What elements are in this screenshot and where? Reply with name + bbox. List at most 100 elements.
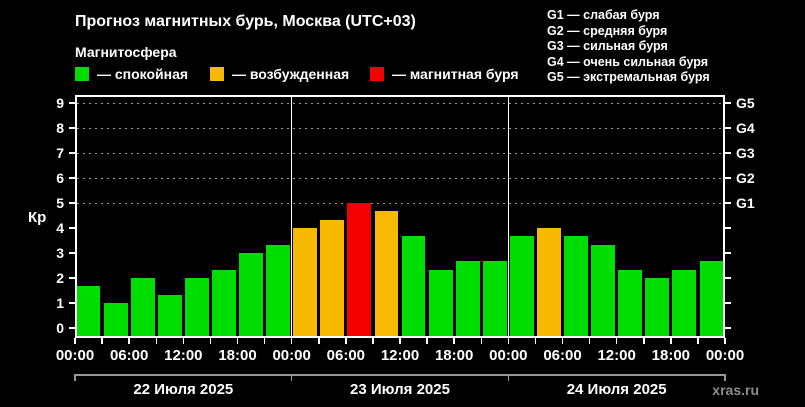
x-tick [480, 338, 482, 344]
date-axis-line [75, 374, 725, 376]
g-tick [725, 252, 731, 254]
gridline-kp-9 [77, 103, 723, 104]
y-tick-label: 1 [56, 295, 64, 311]
day-divider [290, 97, 293, 336]
storm-scale-item: G3 — сильная буря [547, 39, 668, 53]
y-tick-label: 0 [56, 320, 64, 336]
y-tick [69, 277, 75, 279]
legend-label: — спокойная [97, 66, 189, 82]
gridline-kp-6 [77, 178, 723, 179]
x-tick [399, 338, 401, 344]
kp-bar [672, 269, 697, 336]
kp-bar [103, 303, 128, 336]
kp-bar [482, 261, 507, 336]
y-tick [69, 202, 75, 204]
x-tick [318, 338, 320, 344]
storm-scale-item: G5 — экстремальная буря [547, 70, 710, 84]
kp-bar [347, 203, 372, 336]
time-label: 12:00 [597, 347, 636, 364]
y-tick [69, 327, 75, 329]
kp-bar [564, 236, 588, 336]
kp-bar [401, 236, 426, 336]
x-tick [155, 338, 157, 344]
g-scale-label-g3: G3 [736, 145, 755, 161]
kp-bar [130, 278, 155, 336]
kp-bar [618, 269, 643, 336]
x-tick [74, 338, 76, 344]
kp-axis-label: Кр [28, 209, 47, 226]
y-tick-label: 6 [56, 170, 64, 186]
time-label: 18:00 [434, 347, 474, 364]
x-tick [290, 338, 293, 344]
g-tick [725, 327, 731, 329]
time-label: 00:00 [705, 347, 745, 364]
gridline-kp-8 [77, 128, 723, 129]
date-label: 22 Июля 2025 [133, 381, 234, 398]
y-tick-label: 2 [56, 270, 64, 286]
watermark-xras: xras.ru [712, 382, 759, 398]
g-tick [725, 227, 731, 229]
x-tick [209, 338, 212, 344]
y-tick [69, 227, 75, 229]
kp-bar [374, 211, 399, 336]
x-tick [182, 338, 185, 344]
y-tick [69, 152, 75, 154]
time-label: 00:00 [55, 347, 95, 364]
gridline-kp-7 [77, 153, 723, 154]
g-tick [725, 102, 731, 104]
kp-bar [455, 261, 480, 336]
x-tick [426, 338, 428, 344]
kp-bar [157, 294, 182, 336]
date-label: 24 Июля 2025 [566, 381, 667, 398]
legend-label: — магнитная буря [392, 66, 519, 82]
date-axis-tick [74, 374, 76, 381]
y-tick-label: 9 [56, 95, 64, 111]
kp-bar [266, 244, 291, 336]
kp-bar [239, 253, 263, 336]
g-scale-label-g2: G2 [736, 170, 755, 186]
g-tick [725, 127, 731, 129]
kp-bar [184, 278, 209, 336]
y-tick-label: 3 [56, 245, 64, 261]
x-tick [507, 338, 510, 344]
chart-title: Прогноз магнитных бурь, Москва (UTC+03) [75, 13, 416, 30]
time-label: 00:00 [489, 347, 528, 364]
kp-bar [591, 244, 616, 336]
storm-scale-item: G4 — очень сильная буря [547, 54, 708, 69]
legend-item-quiet: — спокойная [75, 66, 188, 82]
kp-bar [428, 269, 453, 336]
date-label: 23 Июля 2025 [350, 381, 450, 398]
y-tick-label: 7 [56, 145, 64, 161]
y-tick [69, 177, 75, 179]
gridline-kp-5 [77, 203, 723, 204]
x-tick [588, 338, 591, 344]
y-tick-label: 8 [56, 120, 64, 136]
time-label: 06:00 [109, 347, 149, 364]
x-tick [453, 338, 455, 344]
time-label: 00:00 [272, 347, 311, 364]
x-tick [263, 338, 266, 344]
x-tick [534, 338, 537, 344]
g-scale-label-g1: G1 [736, 195, 755, 211]
legend-label: — возбужденная [232, 66, 350, 82]
kp-bar [699, 261, 724, 336]
time-label: 18:00 [218, 347, 257, 364]
x-tick [561, 338, 564, 344]
y-tick [69, 302, 75, 304]
g-scale-label-g5: G5 [736, 95, 755, 111]
y-tick-label: 4 [56, 220, 64, 236]
y-tick [69, 127, 75, 129]
y-tick-label: 5 [56, 195, 64, 211]
legend-swatch-storm-icon [370, 67, 384, 81]
legend-swatch-quiet-icon [75, 67, 89, 81]
x-tick [128, 338, 130, 344]
time-label: 06:00 [543, 347, 582, 364]
day-divider [507, 97, 510, 336]
x-tick [101, 338, 103, 344]
x-tick [615, 338, 618, 344]
x-tick [724, 338, 726, 344]
kp-bar [212, 269, 236, 336]
legend-swatch-active-icon [210, 67, 224, 81]
x-tick [372, 338, 374, 344]
